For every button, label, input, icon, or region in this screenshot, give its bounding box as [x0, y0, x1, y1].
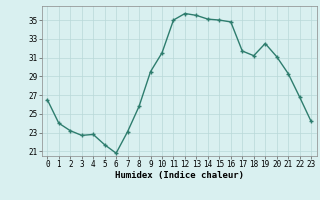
X-axis label: Humidex (Indice chaleur): Humidex (Indice chaleur) [115, 171, 244, 180]
